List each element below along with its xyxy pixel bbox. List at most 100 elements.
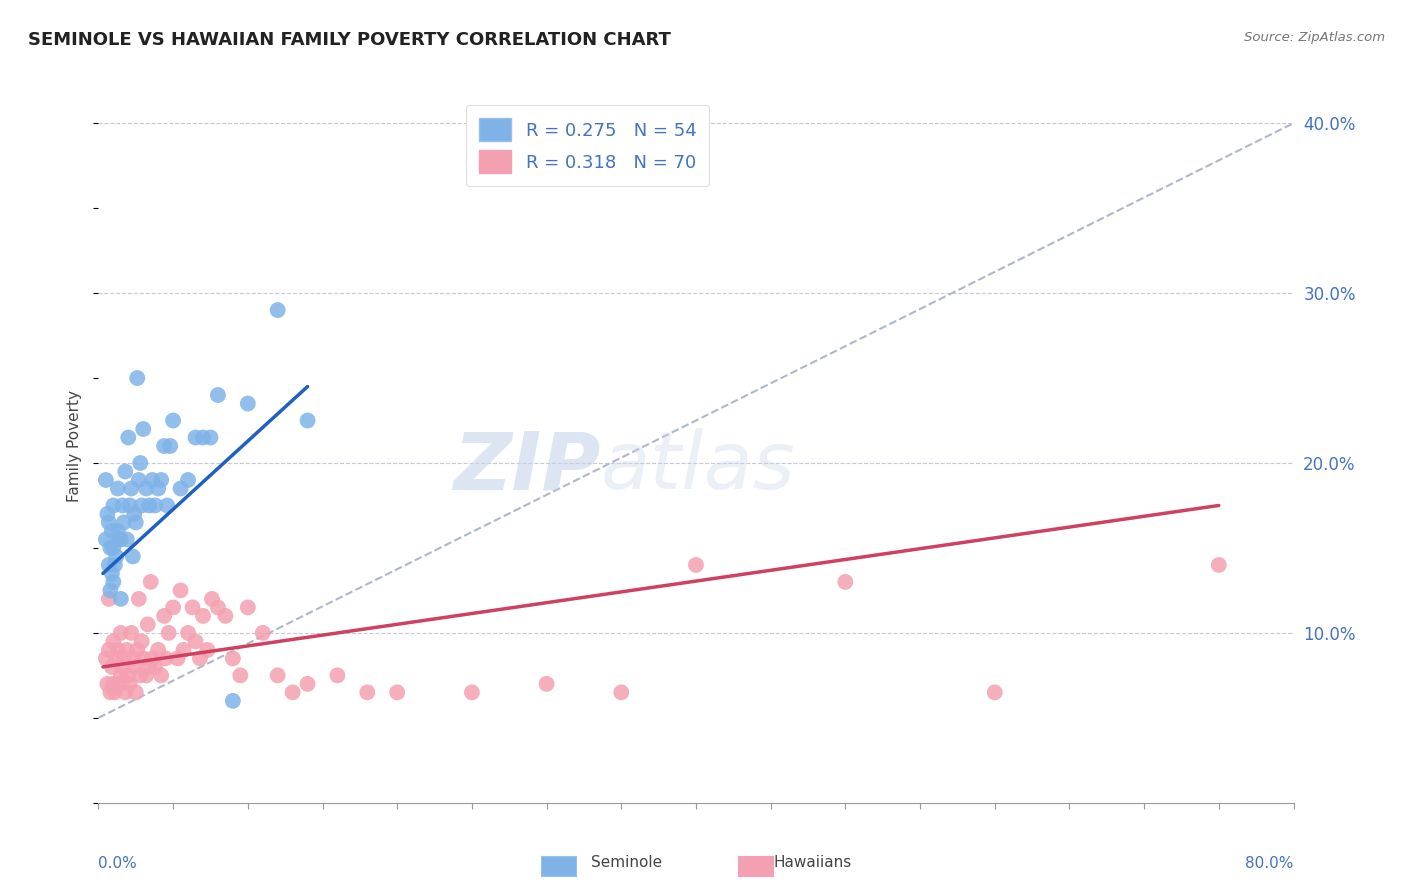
- Point: [115, 643, 138, 657]
- Point: [150, 668, 173, 682]
- Point: [214, 608, 236, 623]
- Point: [197, 643, 219, 657]
- Point: [107, 482, 129, 496]
- Text: 0.0%: 0.0%: [98, 856, 138, 871]
- Point: [132, 422, 155, 436]
- Point: [96, 507, 118, 521]
- Point: [111, 660, 134, 674]
- Point: [127, 643, 149, 657]
- Point: [139, 574, 162, 589]
- Point: [117, 430, 139, 444]
- Point: [111, 499, 134, 513]
- Text: Seminole: Seminole: [591, 855, 662, 870]
- Point: [112, 651, 135, 665]
- Point: [103, 677, 125, 691]
- Point: [191, 608, 214, 623]
- Text: ZIP: ZIP: [453, 428, 600, 507]
- Text: 80.0%: 80.0%: [1246, 856, 1294, 871]
- Point: [94, 533, 117, 547]
- Point: [128, 591, 150, 606]
- Point: [536, 677, 558, 691]
- Point: [177, 473, 200, 487]
- Point: [157, 626, 180, 640]
- Point: [136, 617, 159, 632]
- Point: [117, 668, 139, 682]
- Point: [100, 685, 122, 699]
- Point: [110, 533, 132, 547]
- Point: [201, 591, 224, 606]
- Point: [984, 685, 1007, 699]
- Point: [107, 643, 129, 657]
- Point: [108, 533, 131, 547]
- Point: [143, 499, 166, 513]
- Point: [236, 600, 259, 615]
- Point: [103, 541, 125, 555]
- Point: [148, 482, 170, 496]
- Point: [124, 507, 146, 521]
- Point: [200, 430, 222, 444]
- Point: [104, 558, 127, 572]
- Point: [177, 626, 200, 640]
- Point: [112, 516, 135, 530]
- Point: [108, 677, 131, 691]
- Point: [297, 677, 319, 691]
- Point: [685, 558, 707, 572]
- Point: [110, 626, 132, 640]
- Point: [191, 430, 214, 444]
- Point: [156, 499, 179, 513]
- Point: [118, 677, 141, 691]
- Point: [173, 643, 195, 657]
- Point: [252, 626, 274, 640]
- Point: [114, 685, 136, 699]
- Point: [207, 388, 229, 402]
- Point: [96, 677, 118, 691]
- Point: [1208, 558, 1230, 572]
- Point: [131, 499, 153, 513]
- Point: [267, 303, 290, 318]
- Point: [131, 634, 153, 648]
- Point: [97, 516, 120, 530]
- Point: [110, 591, 132, 606]
- Text: SEMINOLE VS HAWAIIAN FAMILY POVERTY CORRELATION CHART: SEMINOLE VS HAWAIIAN FAMILY POVERTY CORR…: [28, 31, 671, 49]
- Point: [101, 524, 124, 538]
- Point: [120, 626, 142, 640]
- Point: [124, 660, 146, 674]
- Point: [114, 465, 136, 479]
- Point: [105, 549, 128, 564]
- Point: [326, 668, 349, 682]
- Point: [153, 439, 176, 453]
- Y-axis label: Family Poverty: Family Poverty: [67, 390, 83, 502]
- Point: [236, 396, 259, 410]
- Point: [135, 482, 157, 496]
- Point: [121, 549, 143, 564]
- Point: [610, 685, 633, 699]
- Point: [104, 685, 127, 699]
- Point: [184, 430, 207, 444]
- Text: atlas: atlas: [600, 428, 796, 507]
- Point: [128, 473, 150, 487]
- Point: [461, 685, 484, 699]
- Point: [159, 439, 181, 453]
- Point: [121, 651, 143, 665]
- Point: [107, 524, 129, 538]
- Point: [222, 651, 245, 665]
- Point: [188, 651, 211, 665]
- Point: [94, 651, 117, 665]
- Point: [129, 668, 152, 682]
- Point: [385, 685, 409, 699]
- Point: [150, 473, 173, 487]
- Point: [110, 668, 132, 682]
- Point: [141, 473, 163, 487]
- Point: [129, 456, 152, 470]
- Point: [120, 482, 142, 496]
- Point: [103, 499, 125, 513]
- Point: [184, 634, 207, 648]
- Point: [132, 651, 155, 665]
- Point: [105, 651, 128, 665]
- Legend: R = 0.275   N = 54, R = 0.318   N = 70: R = 0.275 N = 54, R = 0.318 N = 70: [465, 105, 709, 186]
- Point: [125, 685, 148, 699]
- Point: [155, 651, 177, 665]
- Point: [97, 558, 120, 572]
- Point: [169, 482, 191, 496]
- Point: [94, 473, 117, 487]
